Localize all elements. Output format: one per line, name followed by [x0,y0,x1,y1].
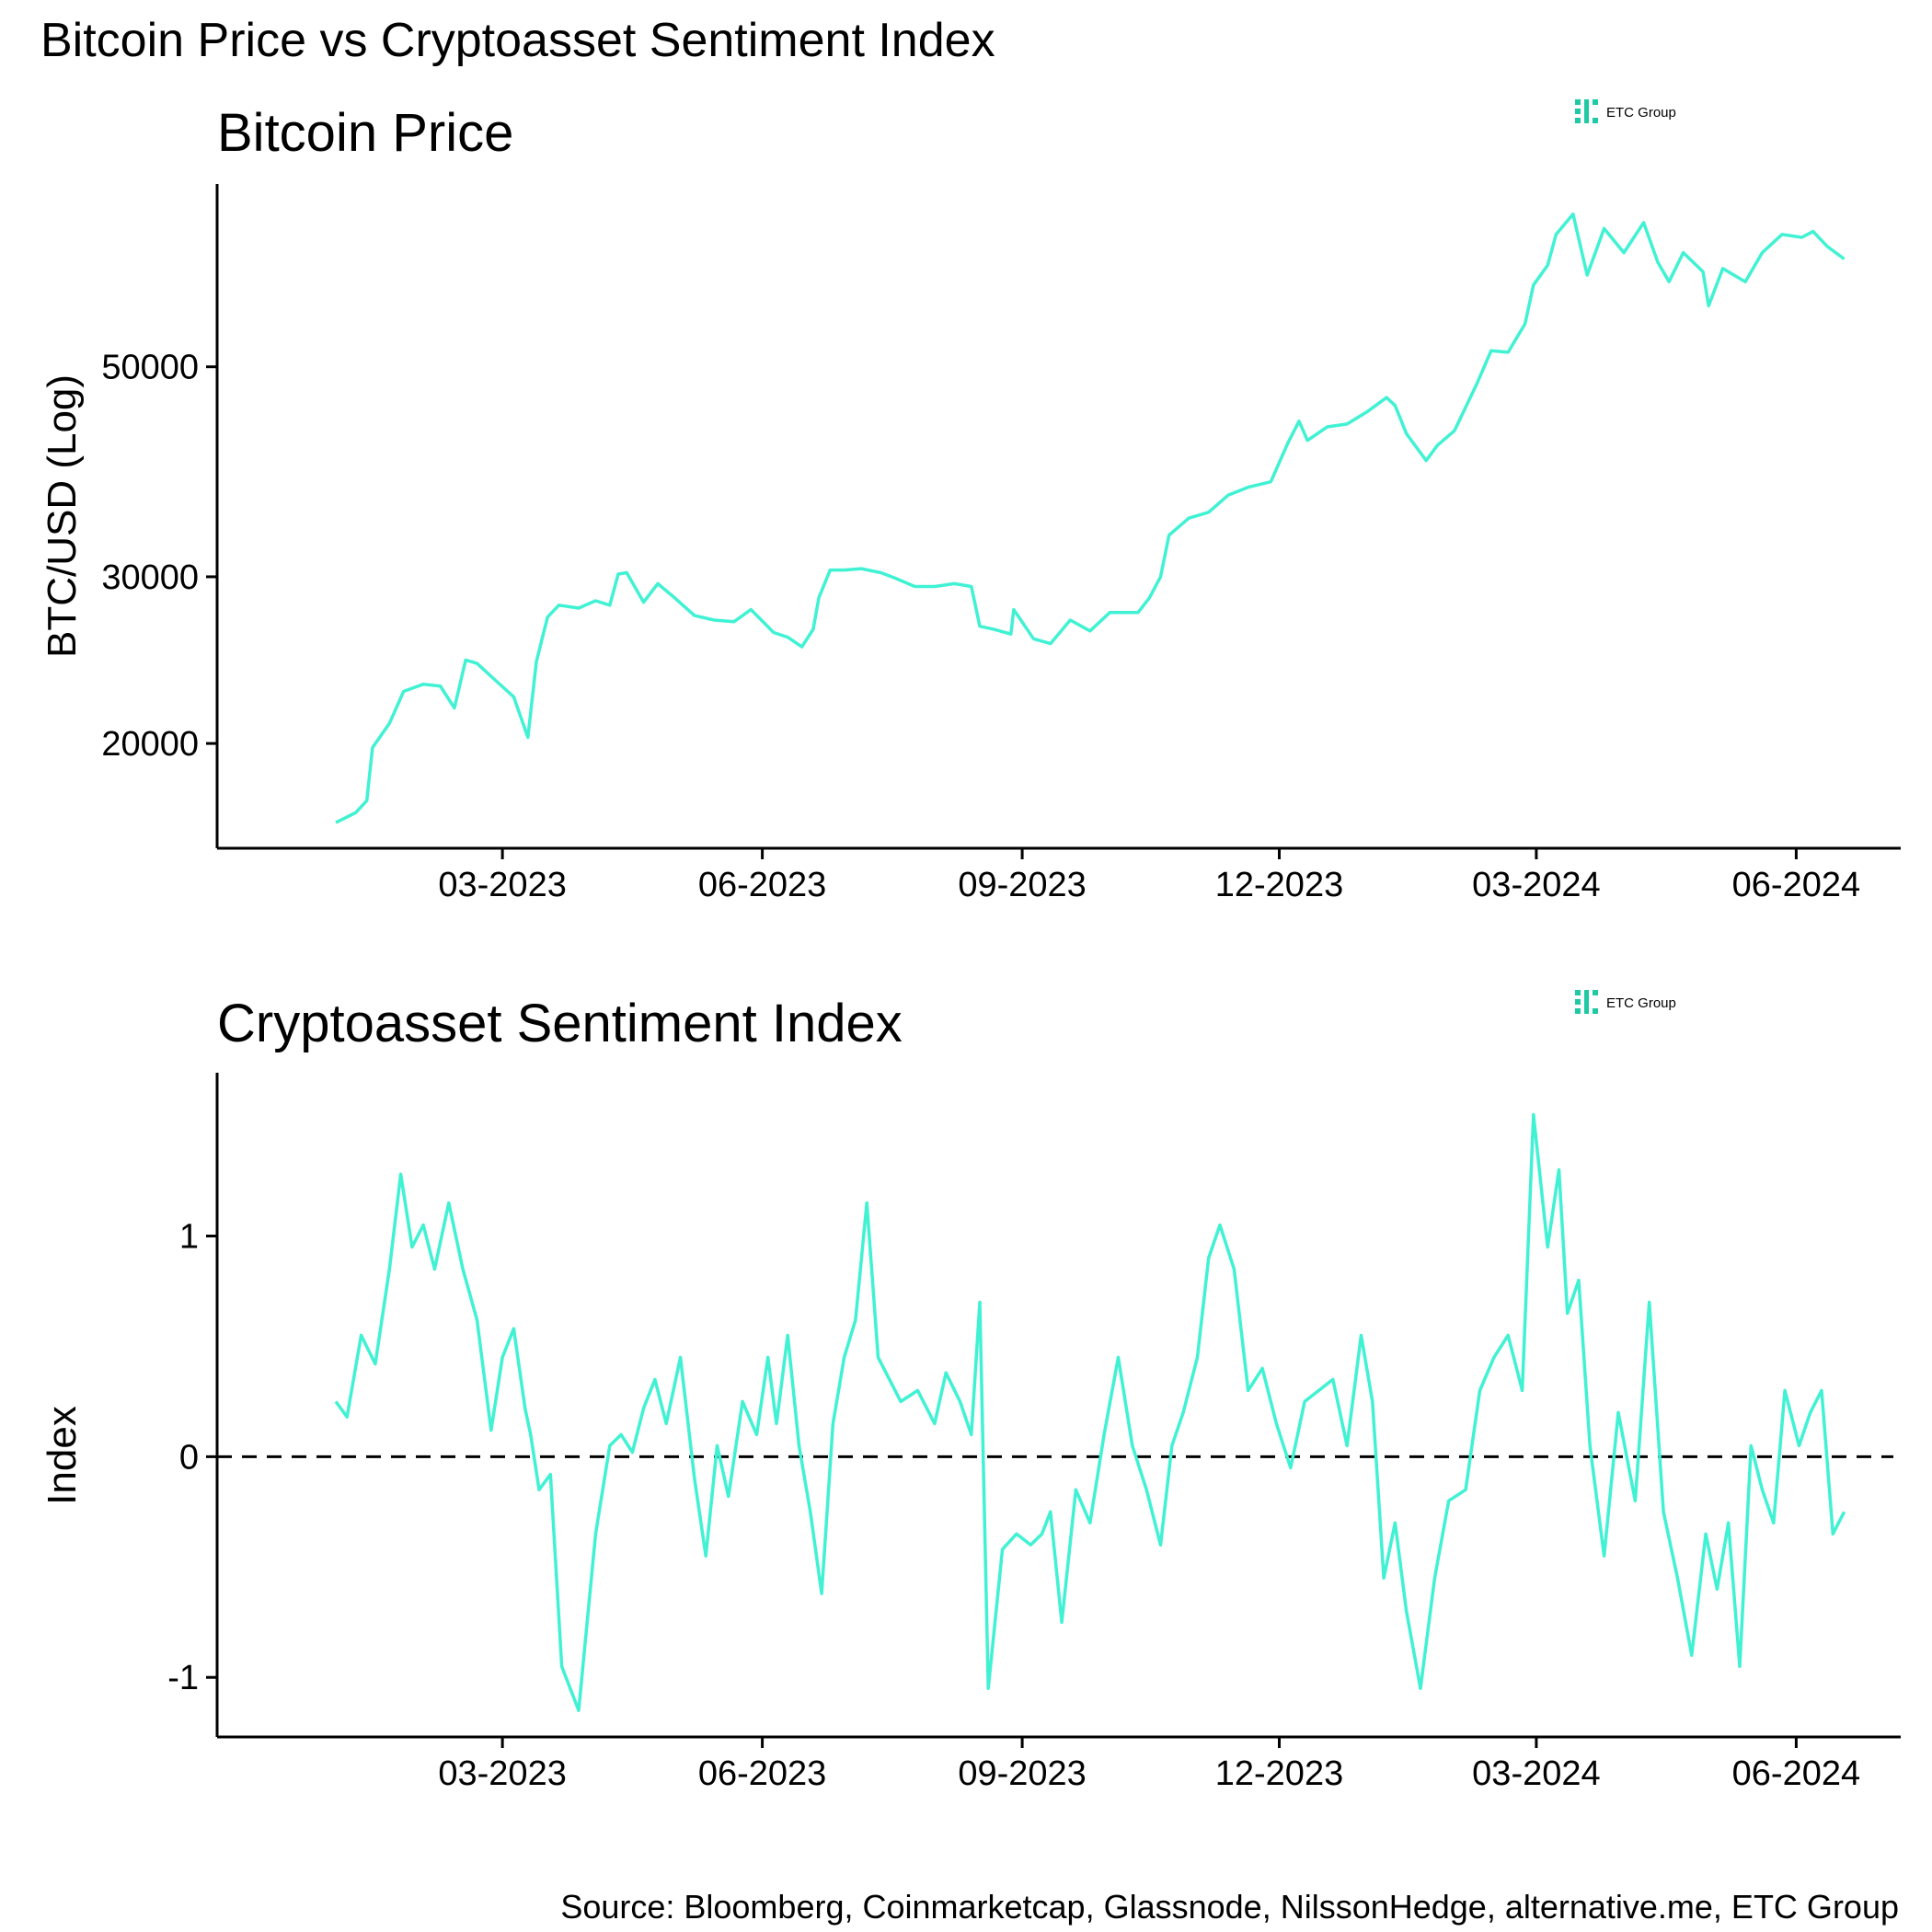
x-tick-label: 06-2023 [698,866,826,904]
x-tick-label: 12-2023 [1215,1754,1343,1793]
y-tick-label: 50000 [101,349,199,387]
y-tick-label: 20000 [101,725,199,764]
logo-text: ETC Group [1606,105,1676,121]
etc-group-logo: ETC Group [1575,99,1676,123]
etc-group-logo: ETC Group [1575,990,1676,1014]
price-series-line [335,212,1846,824]
sentiment-index-chart: Cryptoasset Sentiment Index ETC Group In… [40,990,1901,1793]
x-tick-label: 09-2023 [958,1754,1086,1793]
x-tick-label: 06-2023 [698,1754,826,1793]
source-note: Source: Bloomberg, Coinmarketcap, Glassn… [560,1888,1899,1926]
y-tick-label: 30000 [101,558,199,597]
x-tick-label: 03-2023 [438,866,566,904]
y-tick-label: 0 [179,1438,199,1477]
x-tick-label: 09-2023 [958,866,1086,904]
y-tick-label: 1 [179,1218,199,1257]
x-tick-label: 03-2023 [438,1754,566,1793]
x-tick-label: 06-2024 [1732,1754,1860,1793]
main-title: Bitcoin Price vs Cryptoasset Sentiment I… [40,14,995,67]
sentiment-series-line [334,1112,1846,1712]
logo-text: ETC Group [1606,995,1676,1011]
y-tick-label: -1 [167,1659,199,1697]
panel-title: Cryptoasset Sentiment Index [217,994,903,1053]
y-axis-title: BTC/USD (Log) [40,374,85,658]
panel-title: Bitcoin Price [217,103,513,163]
bitcoin-price-chart: Bitcoin Price ETC Group BTC/USD (Log) 03… [40,99,1901,904]
x-tick-label: 03-2024 [1472,866,1600,904]
x-tick-label: 12-2023 [1215,866,1343,904]
x-tick-label: 06-2024 [1732,866,1860,904]
x-tick-label: 03-2024 [1472,1754,1600,1793]
y-axis-title: Index [40,1406,85,1505]
